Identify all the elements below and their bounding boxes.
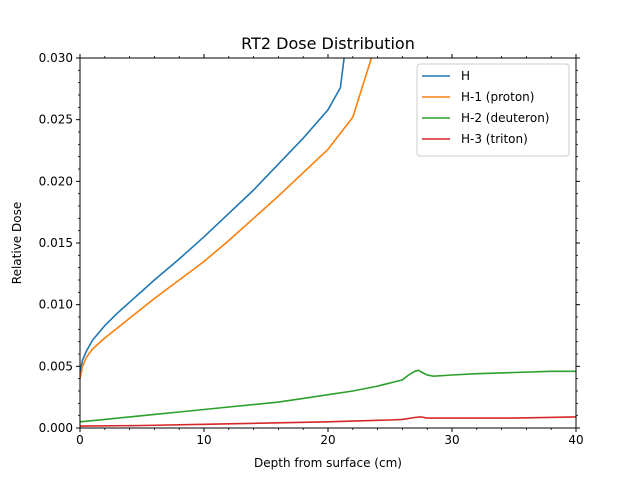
x-tick-label: 20 [320,433,335,447]
legend-label: H-3 (triton) [461,132,528,146]
legend: H H-1 (proton) H-2 (deuteron) H-3 (triton) [416,63,570,157]
legend-label: H-2 (deuteron) [461,111,549,125]
series-line-2 [80,58,373,379]
y-tick-label: 0.015 [39,236,73,250]
legend-box [416,63,570,157]
y-tick-label: 0.025 [39,113,73,127]
y-tick-label: 0.020 [39,174,73,188]
series-line-4 [80,416,576,427]
chart-title: RT2 Dose Distribution [241,34,415,53]
series-lines [80,58,576,427]
legend-label: H [461,69,470,83]
x-tick-label: 30 [444,433,459,447]
y-tick-label: 0.005 [39,359,73,373]
y-axis-label: Relative Dose [10,202,24,284]
x-tick-label: 10 [196,433,211,447]
x-tick-label: 0 [76,433,84,447]
axis-ticks: 0 10 20 30 40 0.000 0.005 0.010 0.015 0.020 0.025 0… [39,51,584,447]
x-axis-label: Depth from surface (cm) [254,456,402,470]
plot-frame [79,57,577,429]
y-tick-label: 0.000 [39,421,73,435]
legend-label: H-1 (proton) [461,90,534,104]
series-line-1 [80,58,345,373]
y-tick-label: 0.030 [39,51,73,65]
y-tick-label: 0.010 [39,298,73,312]
x-tick-label: 40 [568,433,583,447]
series-line-3 [80,369,576,423]
